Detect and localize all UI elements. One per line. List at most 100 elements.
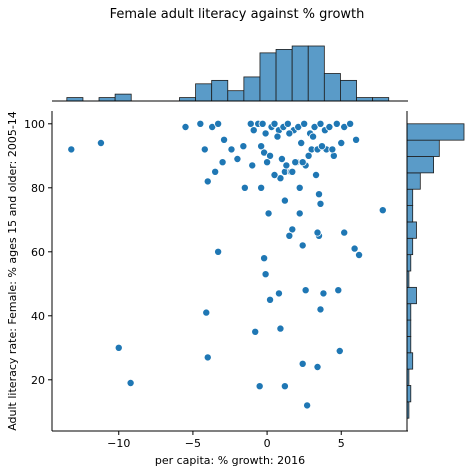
scatter-point <box>203 177 212 186</box>
scatter-point <box>276 324 285 333</box>
right-histogram-bar <box>406 188 414 206</box>
scatter-point <box>266 151 275 160</box>
scatter-point <box>355 250 364 259</box>
scatter-point <box>220 135 229 144</box>
y-axis-label: Adult literacy rate: Female: % ages 15 a… <box>6 111 19 431</box>
y-tick-label: 100 <box>24 118 45 131</box>
scatter-point <box>203 353 212 362</box>
right-histogram-bar <box>406 156 435 174</box>
scatter-point <box>309 132 318 141</box>
scatter-point <box>214 247 223 256</box>
scatter-point <box>260 254 269 263</box>
right-histogram-bar <box>406 385 412 403</box>
right-histogram-bar <box>406 336 412 354</box>
scatter-point <box>298 359 307 368</box>
scatter-point <box>298 241 307 250</box>
scatter-point <box>316 199 325 208</box>
scatter-point <box>248 161 257 170</box>
scatter-point <box>181 123 190 132</box>
scatter-point <box>334 286 343 295</box>
top-histogram-bar <box>114 93 132 102</box>
right-histogram-bar <box>406 139 440 157</box>
y-ticks: 20 40 60 80 100 <box>24 118 52 387</box>
scatter-point <box>319 289 328 298</box>
scatter-point <box>346 119 355 128</box>
x-tick-label: −10 <box>107 437 130 450</box>
scatter-point <box>295 209 304 218</box>
right-histogram-bar <box>406 254 412 272</box>
scatter-point <box>277 154 286 163</box>
right-histogram-bar <box>406 205 414 223</box>
scatter-point <box>304 151 313 160</box>
scatter-point <box>316 119 325 128</box>
y-tick-label: 80 <box>31 182 45 195</box>
right-histogram-bar <box>406 221 417 239</box>
scatter-point <box>257 183 266 192</box>
top-histogram-bar <box>275 49 293 102</box>
scatter-point <box>314 190 323 199</box>
scatter-point <box>214 119 223 128</box>
scatter-point <box>257 142 266 151</box>
right-histogram-bar <box>406 286 417 305</box>
top-histogram-bar <box>340 79 357 102</box>
scatter-point <box>378 206 387 215</box>
scatter-point <box>285 129 294 138</box>
scatter-point <box>211 167 220 176</box>
scatter-point <box>288 167 297 176</box>
scatter-point <box>266 295 275 304</box>
scatter-point <box>291 158 300 167</box>
top-histogram-bar <box>243 76 261 102</box>
scatter-point <box>300 119 309 128</box>
scatter-point <box>280 196 289 205</box>
right-histogram-bar <box>406 237 414 256</box>
scatter-point <box>239 142 248 151</box>
scatter-point <box>126 378 135 387</box>
scatter-point <box>114 343 123 352</box>
scatter-point <box>270 170 279 179</box>
scatter-point <box>202 308 211 317</box>
top-histogram-bar <box>372 97 390 102</box>
chart-title: Female adult literacy against % growth <box>110 7 365 22</box>
scatter-point <box>301 286 310 295</box>
scatter-point <box>280 382 289 391</box>
scatter-point <box>249 126 258 135</box>
scatter-point <box>282 161 291 170</box>
y-tick-label: 20 <box>31 374 45 387</box>
scatter-point <box>316 305 325 314</box>
top-histogram-bar <box>356 97 374 102</box>
right-histogram-bar <box>406 319 412 337</box>
scatter-point <box>297 138 306 147</box>
right-histogram-bar <box>406 172 421 190</box>
top-histogram-bar <box>227 90 245 102</box>
scatter-point <box>96 138 105 147</box>
scatter-point <box>350 244 359 253</box>
top-histogram-bar <box>291 45 309 102</box>
marginal-right-histogram <box>406 111 465 431</box>
scatter-point <box>255 382 264 391</box>
scatter-point <box>261 270 270 279</box>
x-tick-label: 0 <box>264 437 271 450</box>
top-histogram-bar <box>259 52 277 102</box>
scatter-point <box>273 132 282 141</box>
top-histogram-bar <box>323 73 341 102</box>
x-tick-label: 5 <box>338 437 345 450</box>
scatter-point <box>313 228 322 237</box>
marginal-top-histogram <box>52 45 408 102</box>
scatter-point <box>325 123 334 132</box>
scatter-points <box>67 119 387 410</box>
scatter-point <box>218 158 227 167</box>
scatter-point <box>251 327 260 336</box>
top-histogram-bar <box>98 97 116 102</box>
scatter-point <box>295 183 304 192</box>
y-tick-label: 60 <box>31 246 45 259</box>
scatter-point <box>337 138 346 147</box>
plot-area: −10 −5 0 5 20 40 60 80 100 <box>24 111 408 450</box>
scatter-point <box>67 145 76 154</box>
x-axis-label: per capita: % growth: 2016 <box>155 454 305 467</box>
top-histogram-bar <box>211 79 229 102</box>
scatter-point <box>317 142 326 151</box>
right-histogram-bar <box>406 352 414 370</box>
top-histogram-bar <box>307 45 325 102</box>
y-tick-label: 40 <box>31 310 45 323</box>
